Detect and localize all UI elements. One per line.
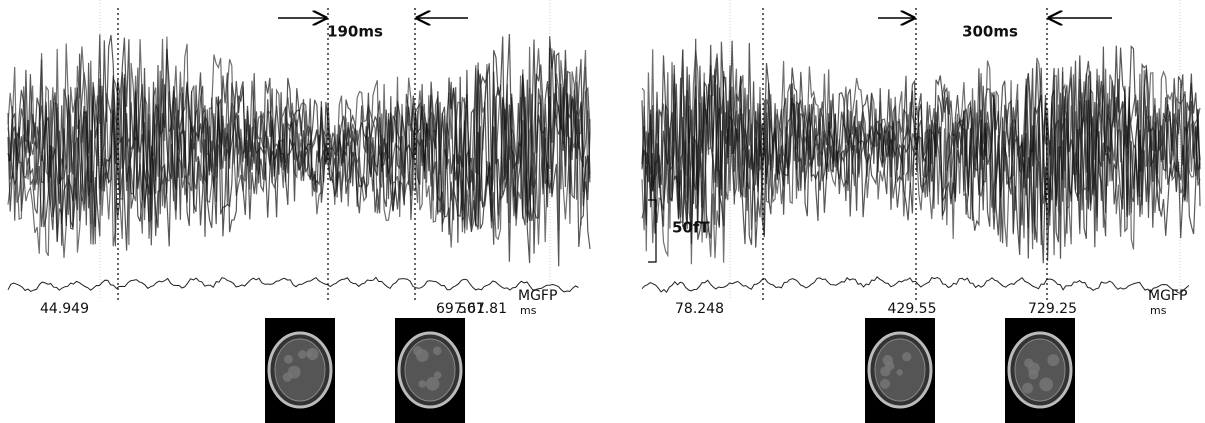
- time-label: 429.55: [888, 301, 937, 317]
- brain-spot: [896, 369, 902, 375]
- trace-label: MGFP: [1148, 288, 1187, 304]
- brain-tissue: [1015, 339, 1065, 401]
- scale-bar-label: 50fT: [672, 219, 710, 237]
- brain-spot: [413, 346, 422, 355]
- mgfp-trace: [8, 277, 578, 292]
- brain-tissue: [405, 339, 455, 401]
- brain-spot: [298, 350, 307, 359]
- waveform: [642, 39, 1200, 263]
- unit-label: ms: [1150, 304, 1167, 317]
- time-label: 729.25: [1028, 301, 1077, 317]
- interval-label: 190ms: [327, 23, 383, 41]
- brain-spot: [284, 355, 293, 364]
- brain-spot: [433, 347, 442, 356]
- time-label: 697.61: [436, 301, 485, 317]
- brain-spot: [1022, 383, 1033, 394]
- interval-label: 300ms: [962, 23, 1018, 41]
- brain-spot: [1024, 358, 1033, 367]
- brain-spot: [288, 366, 301, 379]
- brain-image: [1005, 318, 1075, 423]
- brain-spot: [1039, 378, 1053, 392]
- brain-spot: [306, 351, 312, 357]
- brain-spot: [426, 377, 440, 391]
- brain-spot: [1047, 354, 1059, 366]
- brain-image: [265, 318, 335, 423]
- brain-spot: [880, 379, 890, 389]
- brain-image: [395, 318, 465, 423]
- brain-spot: [418, 380, 426, 388]
- brain-spot: [885, 361, 894, 370]
- trace-label: MGFP: [518, 288, 557, 304]
- brain-spot: [902, 352, 911, 361]
- time-label: 44.949: [40, 301, 89, 317]
- figure: 190ms44.949507.81697.61MGFPms300ms78.248…: [0, 0, 1205, 423]
- unit-label: ms: [520, 304, 537, 317]
- brain-image: [865, 318, 935, 423]
- time-label: 78.248: [675, 301, 724, 317]
- brain-spot: [1028, 370, 1038, 380]
